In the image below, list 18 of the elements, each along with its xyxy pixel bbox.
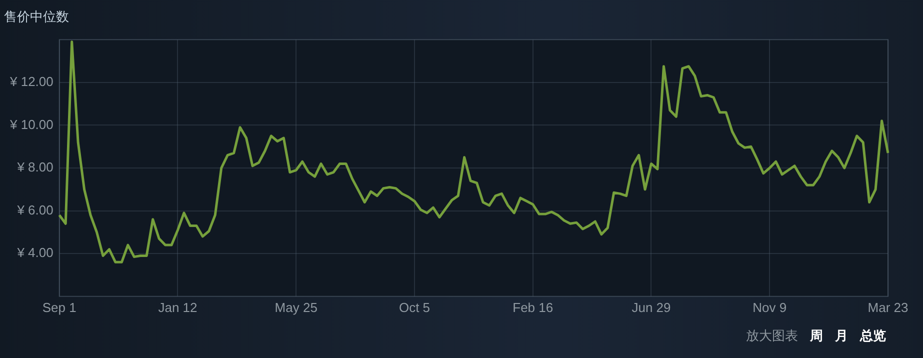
y-tick-label: ¥ 6.00 xyxy=(16,202,54,218)
chart-title: 售价中位数 xyxy=(4,10,69,26)
x-tick-label: Sep 1 xyxy=(42,300,76,315)
x-tick-label: Mar 23 xyxy=(868,300,908,315)
x-tick-label: Nov 9 xyxy=(752,300,787,315)
y-tick-label: ¥ 8.00 xyxy=(16,160,54,175)
text: 月 xyxy=(835,329,848,344)
text: 总览 xyxy=(860,329,886,344)
x-tick-label: May 25 xyxy=(274,300,318,315)
x-tick-label: Oct 5 xyxy=(398,300,430,315)
y-tick-label: ¥ 12.00 xyxy=(9,74,54,89)
x-tick-label: Feb 16 xyxy=(512,300,554,315)
x-tick-label: Jan 12 xyxy=(158,300,198,315)
x-tick-label: Jun 29 xyxy=(632,300,671,315)
y-tick-label: ¥ 4.00 xyxy=(16,245,54,260)
text: 周 xyxy=(810,329,823,344)
text: 放大图表 xyxy=(746,329,798,344)
y-tick-label: ¥ 10.00 xyxy=(9,116,54,132)
